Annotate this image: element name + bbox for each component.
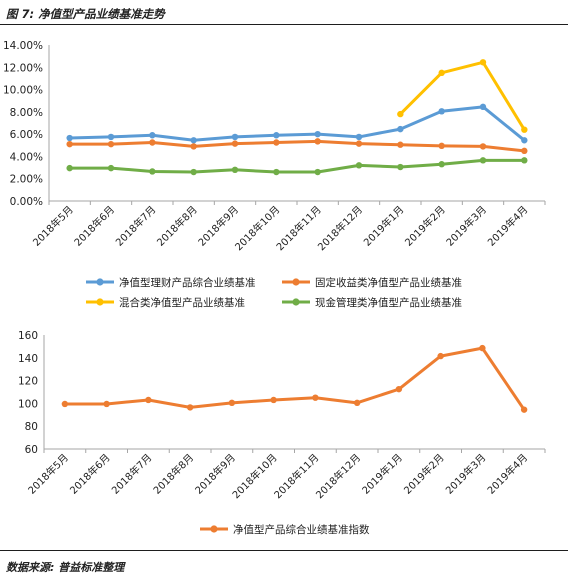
data-point-series-1 xyxy=(107,140,115,148)
y-tick-label: 120 xyxy=(18,376,38,388)
performance-benchmark-chart: 0.00% 2.00% 4.00% 6.00% 8.00% 10.00% 12.00% 14.… xyxy=(3,40,546,309)
data-point-series-1 xyxy=(397,141,404,148)
x-tick-label: 2019年3月 xyxy=(443,451,489,497)
data-point-series-3 xyxy=(397,163,404,171)
source-note: 数据来源: 普益标准整理 xyxy=(6,561,125,574)
x-tick-label: 2019年1月 xyxy=(359,451,405,497)
series-line-3 xyxy=(68,158,526,174)
data-point-series-1 xyxy=(190,143,197,150)
y-tick-label: 8.00% xyxy=(10,107,43,119)
data-point-series-3 xyxy=(149,168,156,175)
y-tick-label: 2.00% xyxy=(10,174,43,186)
y-tick-label: 100 xyxy=(18,398,38,410)
data-point-series-1 xyxy=(521,147,528,155)
data-point-series-0 xyxy=(228,399,236,407)
legend-marker xyxy=(96,278,104,286)
legend-marker xyxy=(292,298,300,306)
data-point-series-0 xyxy=(520,406,528,413)
legend-label: 净值型产品综合业绩基准指数 xyxy=(233,523,370,536)
data-point-series-0 xyxy=(353,399,361,407)
data-point-series-0 xyxy=(273,132,280,139)
data-point-series-0 xyxy=(190,137,197,144)
y-tick-label: 14.00% xyxy=(3,40,43,52)
data-point-series-3 xyxy=(479,157,487,164)
data-point-series-2 xyxy=(479,59,487,66)
y-tick-label: 6.00% xyxy=(10,129,43,141)
data-point-series-1 xyxy=(314,138,321,145)
data-point-series-0 xyxy=(355,133,363,141)
data-point-series-0 xyxy=(149,132,156,139)
data-point-series-3 xyxy=(438,161,445,168)
y-tick-label: 160 xyxy=(18,330,38,342)
data-point-series-3 xyxy=(231,166,239,173)
legend-marker xyxy=(292,278,300,286)
data-point-series-1 xyxy=(149,139,156,146)
series-line-0 xyxy=(63,346,526,412)
data-point-series-0 xyxy=(314,130,321,138)
x-tick-label: 2018年12月 xyxy=(313,451,363,501)
legend-label: 现金管理类净值型产品业绩基准 xyxy=(315,296,462,309)
legend-label: 净值型理财产品综合业绩基准 xyxy=(119,276,256,289)
data-point-series-1 xyxy=(355,140,363,147)
data-point-series-2 xyxy=(438,69,445,77)
legend-label: 固定收益类净值型产品业绩基准 xyxy=(315,276,462,289)
y-tick-label: 4.00% xyxy=(10,151,43,163)
y-tick-label: 80 xyxy=(25,421,38,433)
x-tick-label: 2018年5月 xyxy=(25,451,71,497)
x-tick-label: 2019年2月 xyxy=(401,451,447,497)
data-point-series-3 xyxy=(273,168,280,176)
data-point-series-0 xyxy=(270,396,277,404)
y-tick-label: 12.00% xyxy=(3,62,43,74)
data-point-series-0 xyxy=(437,352,444,360)
data-point-series-3 xyxy=(521,157,528,164)
x-tick-label: 2018年6月 xyxy=(67,451,113,497)
data-point-series-3 xyxy=(107,164,115,172)
x-tick-label: 2019年4月 xyxy=(484,451,530,497)
data-point-series-3 xyxy=(190,168,197,176)
data-point-series-1 xyxy=(231,140,239,147)
data-point-series-1 xyxy=(438,142,445,150)
data-point-series-1 xyxy=(479,143,487,150)
data-point-series-0 xyxy=(231,133,239,141)
x-tick-label: 2018年9月 xyxy=(192,451,238,497)
figure-title: 图 7: 净值型产品业绩基准走势 xyxy=(6,7,165,21)
data-point-series-0 xyxy=(479,103,487,111)
series-line-0 xyxy=(68,105,526,142)
y-tick-label: 10.00% xyxy=(3,85,43,97)
data-point-series-0 xyxy=(107,133,115,141)
data-point-series-0 xyxy=(438,108,445,115)
legend-marker xyxy=(96,298,104,306)
y-tick-label: 60 xyxy=(25,444,38,456)
data-point-series-0 xyxy=(66,134,73,142)
top-rule xyxy=(0,24,568,25)
series-line-1 xyxy=(68,139,526,153)
data-point-series-0 xyxy=(186,404,194,411)
y-tick-label: 0.00% xyxy=(10,196,43,208)
data-point-series-2 xyxy=(521,126,528,133)
data-point-series-2 xyxy=(397,110,404,118)
data-point-series-0 xyxy=(479,344,486,352)
bottom-rule xyxy=(0,550,568,551)
y-tick-label: 140 xyxy=(18,353,38,365)
x-tick-label: 2018年7月 xyxy=(109,451,155,497)
data-point-series-0 xyxy=(103,400,110,408)
data-point-series-3 xyxy=(314,168,321,176)
data-point-series-0 xyxy=(145,396,152,404)
legend-label: 混合类净值型产品业绩基准 xyxy=(119,296,245,309)
data-point-series-0 xyxy=(312,394,319,401)
legend-marker xyxy=(210,525,218,533)
data-point-series-3 xyxy=(66,164,73,172)
data-point-series-0 xyxy=(395,385,403,393)
data-point-series-1 xyxy=(66,140,73,148)
data-point-series-1 xyxy=(273,139,280,146)
data-point-series-0 xyxy=(61,400,69,408)
data-point-series-0 xyxy=(397,125,404,133)
data-point-series-0 xyxy=(521,137,528,144)
series-line-2 xyxy=(398,60,526,132)
x-tick-label: 2018年8月 xyxy=(150,451,196,497)
data-point-series-3 xyxy=(355,162,363,169)
